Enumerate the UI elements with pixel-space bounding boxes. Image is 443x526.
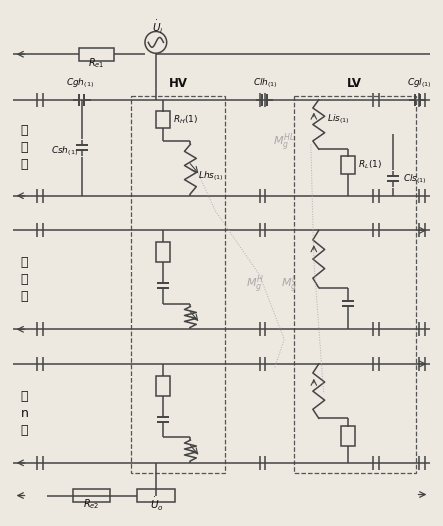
Text: $R_H(1)$: $R_H(1)$ — [173, 113, 198, 126]
Bar — [294, 96, 416, 473]
Text: $M_g^{HL}$: $M_g^{HL}$ — [273, 132, 295, 154]
Bar — [342, 426, 355, 446]
Bar — [156, 110, 170, 128]
Bar — [137, 489, 175, 502]
Text: HV: HV — [169, 77, 188, 90]
Text: $R_{e2}$: $R_{e2}$ — [83, 498, 100, 511]
Bar — [342, 156, 355, 174]
Text: $R_{e1}$: $R_{e1}$ — [88, 56, 105, 70]
Text: $Cgh_{(1)}$: $Cgh_{(1)}$ — [66, 76, 94, 90]
Text: $R_L(1)$: $R_L(1)$ — [358, 159, 382, 171]
Bar — [131, 96, 225, 473]
Bar — [156, 242, 170, 262]
Text: 第
一
饼: 第 一 饼 — [21, 124, 28, 171]
Text: 第
二
饼: 第 二 饼 — [21, 256, 28, 304]
Text: $Lhs_{(1)}$: $Lhs_{(1)}$ — [198, 169, 224, 184]
Text: $Cgl_{(1)}$: $Cgl_{(1)}$ — [407, 76, 432, 90]
Text: 第
n
饼: 第 n 饼 — [20, 390, 28, 437]
Text: $Lis_{(1)}$: $Lis_{(1)}$ — [326, 113, 350, 126]
Text: $Cls_{(1)}$: $Cls_{(1)}$ — [403, 172, 427, 186]
Bar — [73, 489, 110, 502]
Text: $\dot{U}_i$: $\dot{U}_i$ — [152, 19, 163, 36]
Bar — [156, 376, 170, 396]
Text: $Clh_{(1)}$: $Clh_{(1)}$ — [253, 76, 278, 90]
Bar — [79, 48, 114, 60]
Text: $\dot{U}_o$: $\dot{U}_o$ — [150, 496, 164, 513]
Text: LV: LV — [347, 77, 362, 90]
Text: $Csh_{(1)}$: $Csh_{(1)}$ — [51, 144, 78, 158]
Text: $M_g^H$: $M_g^H$ — [245, 274, 264, 296]
Text: $M_g^L$: $M_g^L$ — [281, 274, 297, 296]
